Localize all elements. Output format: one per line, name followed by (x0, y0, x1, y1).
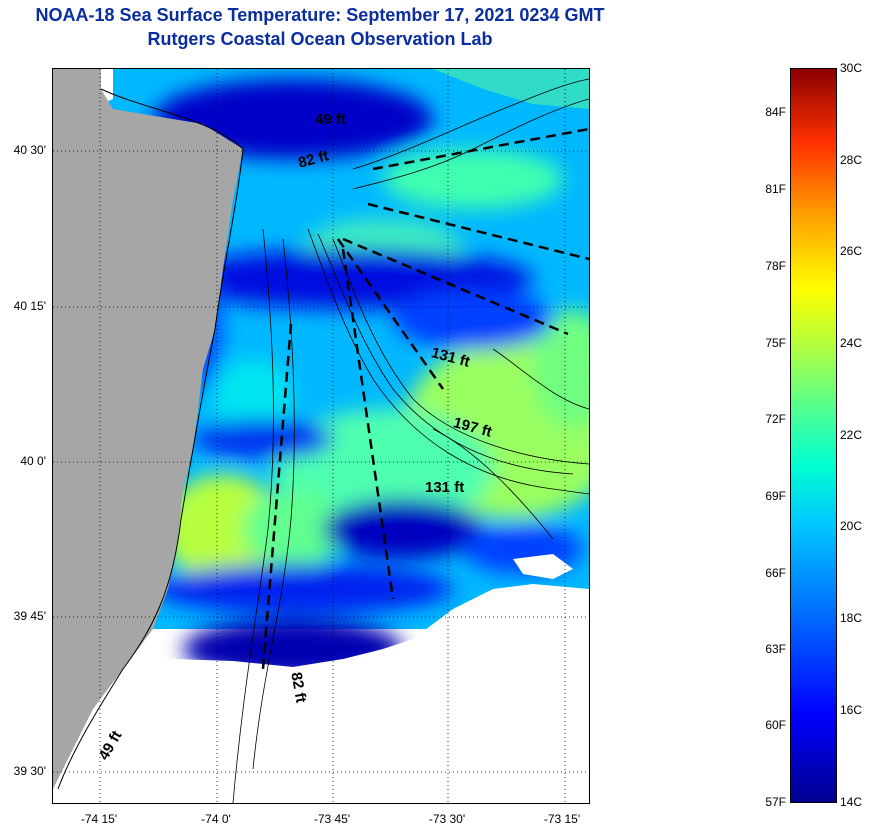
warm-patch (433, 69, 589, 109)
cloud-patch (513, 554, 573, 579)
coastline (57, 88, 244, 790)
colorbar-c-label: 20C (840, 519, 863, 533)
sst-map: 49 ft 82 ft 131 ft 197 ft 131 ft 82 ft 4… (52, 68, 590, 804)
colorbar-c-label: 26C (840, 244, 863, 258)
colorbar-c-label: 22C (840, 428, 863, 442)
lat-label: 40 0' (20, 454, 46, 468)
lon-label: -74 0' (201, 812, 231, 826)
graticule (53, 69, 589, 803)
lat-label: 40 30' (13, 143, 46, 157)
colorbar-f-label: 57F (765, 795, 786, 809)
lon-label: -73 15' (543, 812, 581, 826)
colorbar-c-label: 18C (840, 611, 863, 625)
lat-label: 40 15' (13, 299, 46, 313)
colorbar-f-label: 72F (765, 412, 786, 426)
map-title: NOAA-18 Sea Surface Temperature: Septemb… (35, 5, 605, 25)
colorbar-f-label: 84F (765, 105, 786, 119)
colorbar-c-label: 14C (840, 795, 863, 809)
colorbar-f-label: 60F (765, 718, 786, 732)
colorbar-c-label: 24C (840, 336, 863, 350)
colorbar-c-label: 16C (840, 703, 863, 717)
bathymetry-contours (232, 78, 589, 803)
land-region (53, 69, 243, 789)
colorbar-f-label: 63F (765, 642, 786, 656)
colorbar-c-label: 28C (840, 153, 863, 167)
no-data-region (53, 584, 589, 803)
colorbar-f-label: 78F (765, 259, 786, 273)
colorbar-f-label: 75F (765, 336, 786, 350)
lon-label: -73 45' (313, 812, 351, 826)
lat-label: 39 45' (13, 609, 46, 623)
depth-label: 49 ft (315, 111, 346, 128)
lat-label: 39 30' (13, 764, 46, 778)
land-region (53, 69, 101, 789)
sst-map-canvas (53, 69, 589, 803)
temperature-colorbar (790, 68, 837, 803)
colorbar-f-label: 81F (765, 182, 786, 196)
map-subtitle: Rutgers Coastal Ocean Observation Lab (147, 29, 493, 49)
lon-label: -74 15' (80, 812, 118, 826)
colorbar-c-label: 30C (840, 61, 863, 75)
depth-label: 131 ft (425, 479, 465, 496)
colorbar-f-label: 69F (765, 489, 786, 503)
transect-lines (261, 127, 589, 670)
lon-label: -73 30' (428, 812, 466, 826)
colorbar-f-label: 66F (765, 566, 786, 580)
